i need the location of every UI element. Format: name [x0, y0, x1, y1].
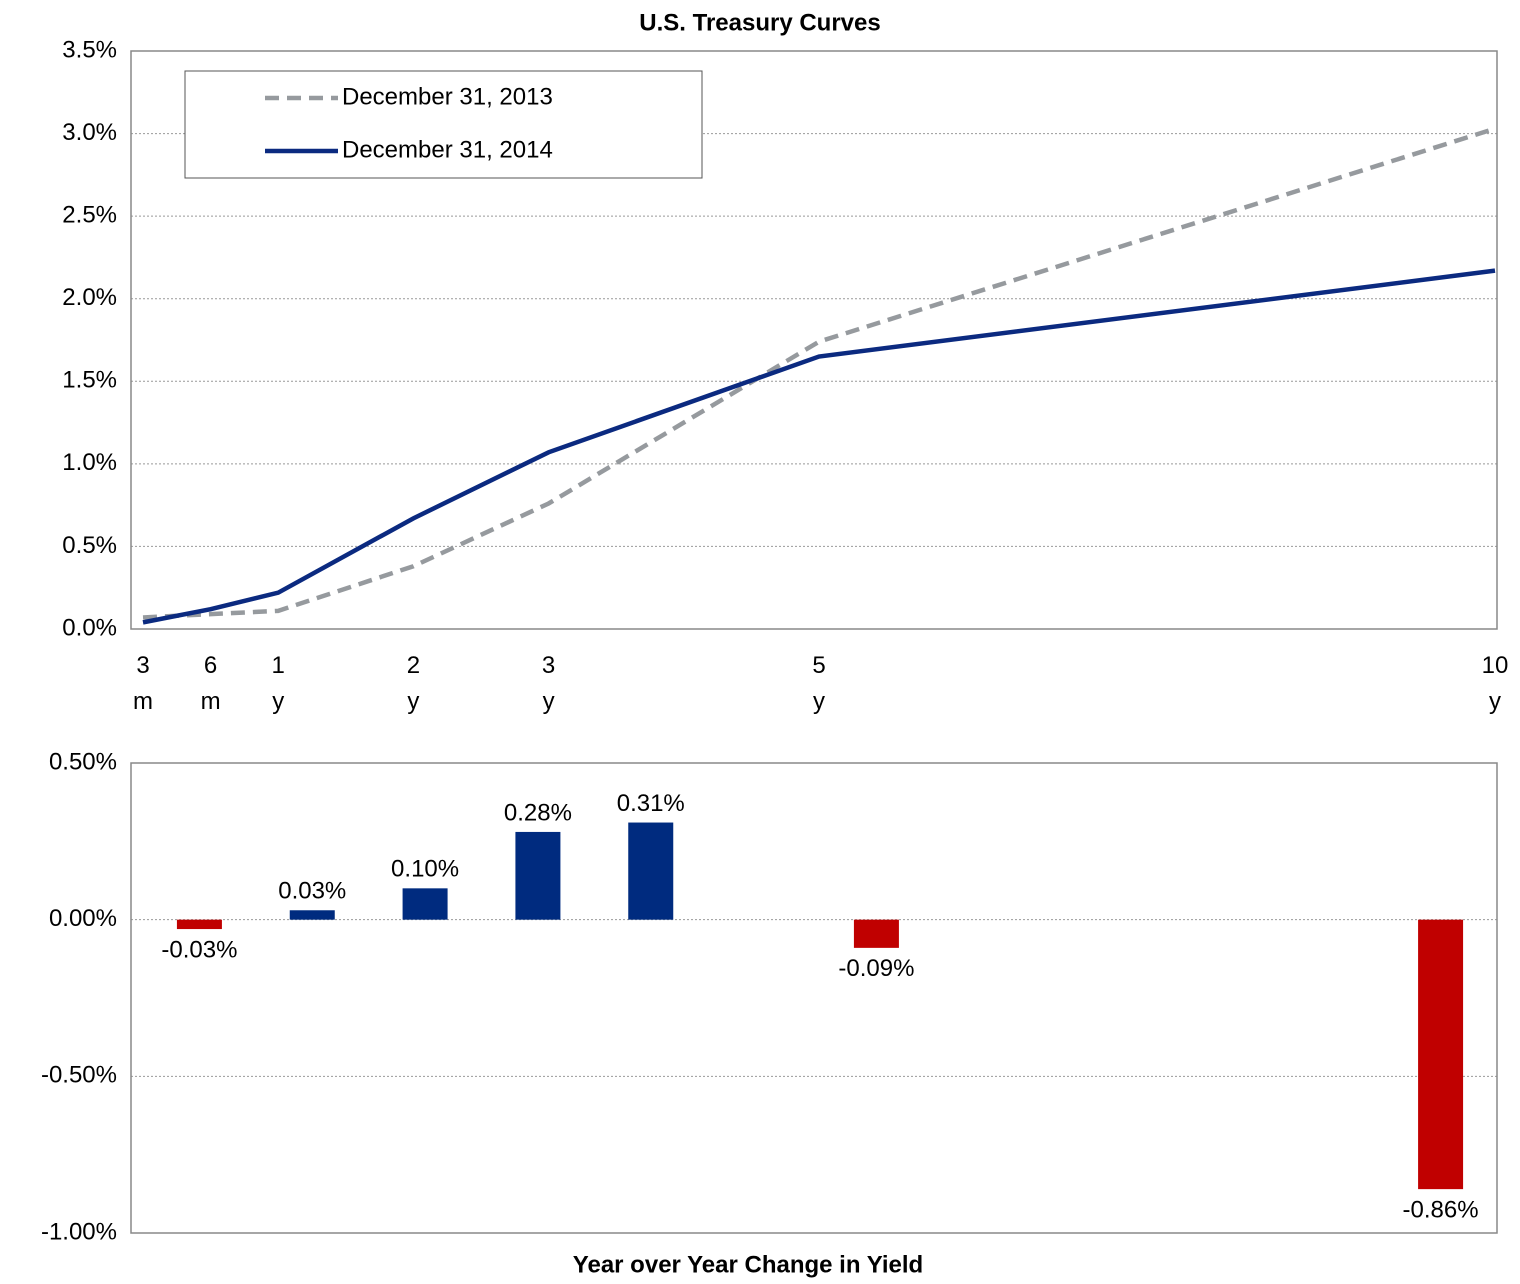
chart-title: U.S. Treasury Curves	[639, 9, 880, 36]
legend-box	[184, 70, 703, 179]
bar	[515, 831, 561, 920]
bar	[1418, 919, 1464, 1190]
legend-label: December 31, 2014	[342, 136, 553, 163]
value-label: 0.03%	[278, 878, 346, 905]
series-line	[142, 126, 1496, 620]
value-label: -0.09%	[838, 955, 914, 982]
value-label: 0.28%	[504, 799, 572, 826]
series-line	[142, 268, 1496, 625]
chart-title: Year over Year Change in Yield	[573, 1251, 923, 1278]
x-tick-label: 2 y	[406, 652, 421, 715]
y-tick-label: -1.00%	[41, 1218, 117, 1245]
value-label: 0.31%	[617, 790, 685, 817]
y-tick-label: 0.50%	[49, 748, 117, 775]
x-tick-label: 10 y	[1481, 652, 1509, 715]
bar	[853, 919, 899, 948]
value-label: -0.03%	[161, 936, 237, 963]
y-tick-label: 1.0%	[62, 449, 117, 476]
y-tick-label: 1.5%	[62, 367, 117, 394]
y-tick-label: 3.5%	[62, 36, 117, 63]
x-tick-label: 1 y	[271, 652, 285, 715]
plot-frame	[130, 762, 1498, 1234]
y-tick-label: 0.5%	[62, 532, 117, 559]
y-tick-label: 3.0%	[62, 119, 117, 146]
plot-frame	[130, 50, 1498, 630]
y-tick-label: 2.0%	[62, 284, 117, 311]
x-tick-label: 5 y	[812, 652, 826, 715]
value-label: 0.10%	[391, 856, 459, 883]
x-tick-label: 3 m	[133, 652, 153, 715]
y-tick-label: 0.0%	[62, 614, 117, 641]
x-tick-label: 3 y	[541, 652, 556, 715]
bar	[402, 888, 448, 920]
legend-label: December 31, 2013	[342, 83, 553, 110]
y-tick-label: 2.5%	[62, 201, 117, 228]
value-label: -0.86%	[1403, 1196, 1479, 1223]
x-tick-label: 6 m	[200, 652, 221, 715]
bar	[176, 919, 222, 930]
bar	[628, 822, 674, 920]
bar	[289, 910, 335, 920]
y-tick-label: -0.50%	[41, 1062, 117, 1089]
y-tick-label: 0.00%	[49, 905, 117, 932]
